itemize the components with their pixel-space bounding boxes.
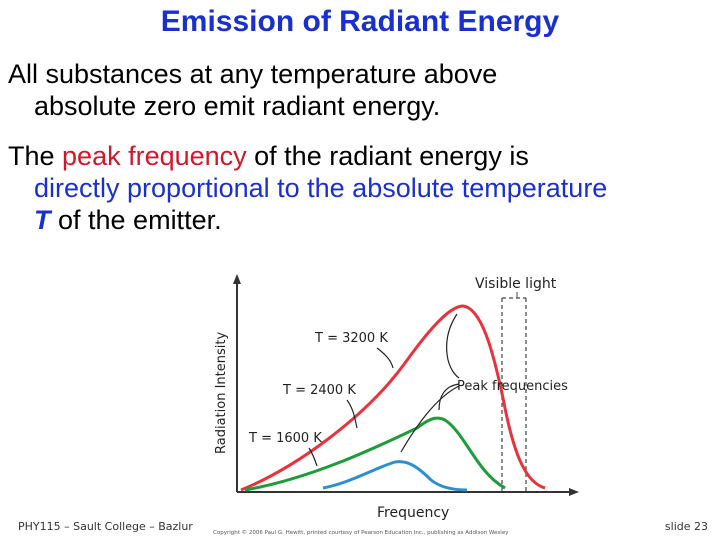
curve-3200k [240,304,546,492]
blackbody-radiation-figure: Visible light T = 3200 K T = 2400 K T = … [205,268,585,540]
copyright-note: Copyright © 2006 Paul G. Hewitt, printed… [213,529,509,536]
footer-slide-number: slide 23 [664,520,708,533]
curve-label-1600k: T = 1600 K [248,431,322,446]
bullet-peak-frequency: The peak frequency of the radiant energy… [8,140,714,236]
bullet1-line1: All substances at any temperature above [8,59,498,89]
bullet2-end: of the emitter. [50,205,222,235]
curve-2400k [244,416,506,492]
temperature-symbol: T [34,205,51,235]
bullet1-line2: absolute zero emit radiant energy. [34,91,441,121]
curve-label-3200k: T = 3200 K [314,331,388,346]
x-axis-label: Frequency [377,505,449,521]
y-axis-arrow-icon [233,274,241,284]
bullet2-part2: of the radiant energy is [246,141,529,171]
footer-course: PHY115 – Sault College – Bazlur [18,520,193,533]
curve-1600k [322,460,468,492]
peak-arrows [400,313,460,453]
y-axis-label: Radiation Intensity [214,332,229,454]
slide-title: Emission of Radiant Energy [160,5,560,38]
curve-label-2400k: T = 2400 K [282,383,356,398]
visible-light-band: Visible light [475,276,557,492]
proportional-statement: directly proportional to the absolute te… [34,173,608,203]
peak-frequencies-label: Peak frequencies [457,379,568,394]
label-arrows [308,347,394,467]
visible-light-label: Visible light [475,276,557,292]
peak-frequency-term: peak frequency [62,141,247,171]
axes [233,274,579,496]
bullet-absolute-zero: All substances at any temperature above … [8,58,714,122]
bullet2-part1: The [8,141,63,171]
x-axis-arrow-icon [569,488,579,496]
